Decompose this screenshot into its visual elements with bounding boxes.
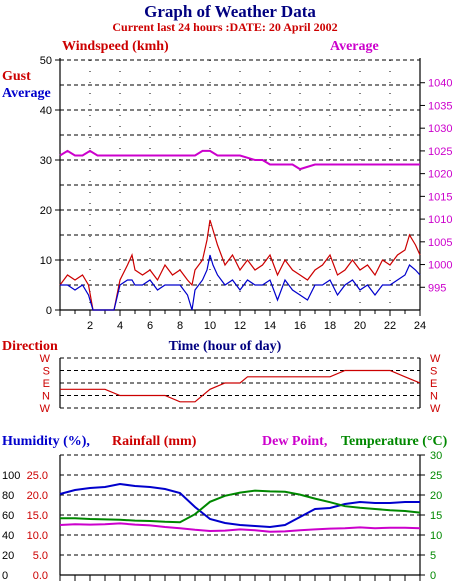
wind-x-tick-label: 6 xyxy=(147,320,153,332)
wind-series-line-2 xyxy=(59,149,420,171)
direction-left-tick-label: N xyxy=(42,391,50,403)
wind-series-line-0 xyxy=(59,219,421,311)
lower-right-tick-label: 5 xyxy=(430,550,436,562)
wind-x-tick-label: 18 xyxy=(324,320,336,332)
direction-series-line xyxy=(60,369,421,403)
direction-left-tick-label: E xyxy=(43,378,50,390)
lower-right-tick-label: 0 xyxy=(430,570,436,582)
wind-y-tick-label: 40 xyxy=(40,105,52,117)
direction-left-tick-label: W xyxy=(40,353,51,365)
wind-x-tick-label: 8 xyxy=(177,320,183,332)
wind-x-tick-label: 4 xyxy=(117,320,123,332)
humidity-tick-label: 40 xyxy=(2,530,14,542)
wind-x-tick-label: 12 xyxy=(234,320,246,332)
wind-y2-tick-label: 1005 xyxy=(428,237,452,249)
wind-right-label: Average xyxy=(330,39,379,54)
lower-right-tick-label: 30 xyxy=(430,450,442,462)
lower-right-tick-label: 20 xyxy=(430,490,442,502)
wind-y2-tick-label: 1010 xyxy=(428,214,452,226)
humidity-tick-label: 60 xyxy=(2,510,14,522)
chart-marks-layer: 0102030405099510001005101010151020102510… xyxy=(2,55,452,582)
humidity-tick-label: 0 xyxy=(2,570,8,582)
wind-series-line-1 xyxy=(60,254,421,311)
wind-x-tick-label: 16 xyxy=(294,320,306,332)
rainfall-label: Rainfall (mm) xyxy=(112,434,197,449)
direction-right-tick-label: W xyxy=(430,403,441,415)
lower-right-tick-label: 15 xyxy=(430,510,442,522)
rainfall-tick-label: 15.0 xyxy=(27,510,48,522)
wind-y2-tick-label: 1040 xyxy=(428,78,452,90)
direction-right-tick-label: S xyxy=(430,366,437,378)
direction-label: Direction xyxy=(2,339,58,354)
lower-right-tick-label: 10 xyxy=(430,530,442,542)
direction-left-tick-label: W xyxy=(40,403,51,415)
lower-series-line-1 xyxy=(59,522,421,533)
wind-x-tick-label: 2 xyxy=(87,320,93,332)
lower-series-line-2 xyxy=(60,489,421,524)
page-title: Graph of Weather Data xyxy=(144,2,316,21)
dewpoint-label: Dew Point, xyxy=(262,434,327,449)
page-subtitle: Current last 24 hours :DATE: 20 April 20… xyxy=(112,20,337,34)
wind-x-tick-label: 22 xyxy=(384,320,396,332)
lower-series-line-0 xyxy=(59,482,420,529)
wind-y-tick-label: 10 xyxy=(40,255,52,267)
wind-x-tick-label: 24 xyxy=(414,320,426,332)
humidity-label: Humidity (%), xyxy=(2,434,90,449)
wind-x-tick-label: 14 xyxy=(264,320,276,332)
gust-legend-label: Gust xyxy=(2,69,31,84)
wind-y-tick-label: 0 xyxy=(46,305,52,317)
wind-y-tick-label: 50 xyxy=(40,55,52,67)
wind-y2-tick-label: 1030 xyxy=(428,123,452,135)
wind-x-tick-label: 20 xyxy=(354,320,366,332)
wind-x-axis-label: Time (hour of day) xyxy=(169,339,282,354)
direction-right-tick-label: E xyxy=(430,378,437,390)
wind-y2-tick-label: 1025 xyxy=(428,146,452,158)
humidity-tick-label: 20 xyxy=(2,550,14,562)
temperature-label: Temperature (°C) xyxy=(341,434,448,449)
direction-right-tick-label: N xyxy=(430,391,438,403)
wind-y2-tick-label: 1015 xyxy=(428,191,452,203)
rainfall-tick-label: 25.0 xyxy=(27,470,48,482)
humidity-tick-label: 80 xyxy=(2,490,14,502)
direction-right-tick-label: W xyxy=(430,353,441,365)
wind-y-tick-label: 20 xyxy=(40,205,52,217)
rainfall-tick-label: 0.0 xyxy=(33,570,48,582)
wind-y2-tick-label: 1035 xyxy=(428,100,452,112)
lower-right-tick-label: 25 xyxy=(430,470,442,482)
rainfall-tick-label: 10.0 xyxy=(27,530,48,542)
direction-left-tick-label: S xyxy=(43,366,50,378)
wind-y2-tick-label: 995 xyxy=(428,282,446,294)
wind-left-label: Windspeed (kmh) xyxy=(62,39,169,54)
wind-y-tick-label: 30 xyxy=(40,155,52,167)
humidity-tick-label: 100 xyxy=(2,470,20,482)
average-legend-label: Average xyxy=(2,86,51,101)
wind-y2-tick-label: 1000 xyxy=(428,260,452,272)
rainfall-tick-label: 5.0 xyxy=(33,550,48,562)
rainfall-tick-label: 20.0 xyxy=(27,490,48,502)
wind-y2-tick-label: 1020 xyxy=(428,169,452,181)
wind-x-tick-label: 10 xyxy=(204,320,216,332)
